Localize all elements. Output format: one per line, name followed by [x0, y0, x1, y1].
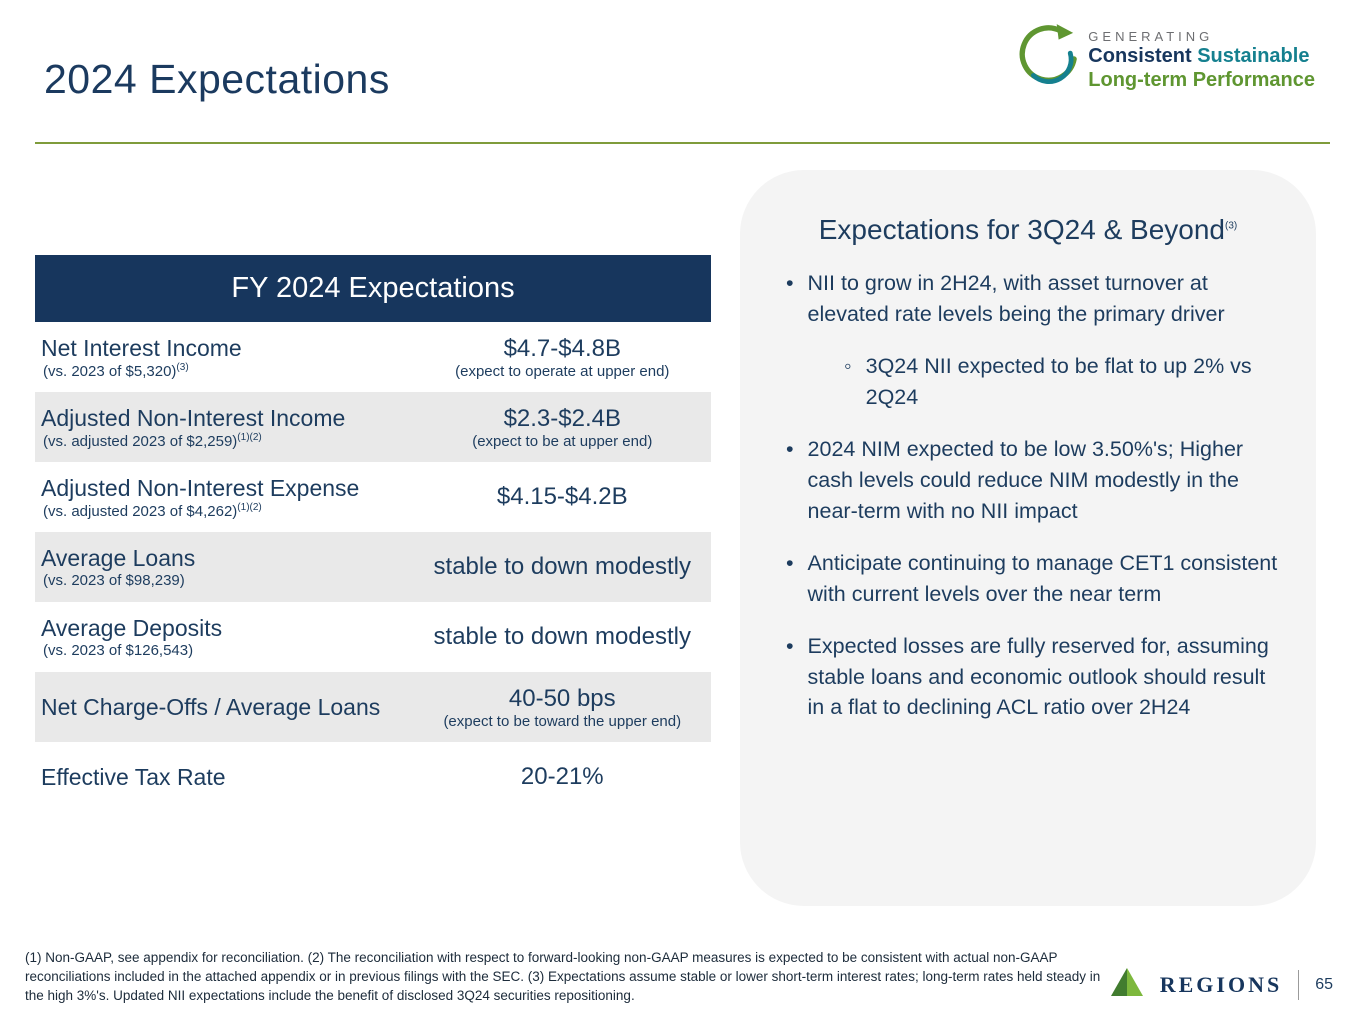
- row-value-cell: stable to down modestly: [414, 623, 711, 651]
- row-sub-text: (vs. adjusted 2023 of $2,259): [43, 432, 238, 450]
- row-value-cell: 40-50 bps (expect to be toward the upper…: [414, 685, 711, 730]
- table-row: Effective Tax Rate 20-21%: [35, 742, 711, 812]
- row-value: $4.7-$4.8B: [503, 334, 621, 362]
- row-sub-text: (vs. 2023 of $98,239): [43, 572, 185, 589]
- row-value-cell: $2.3-$2.4B (expect to be at upper end): [414, 405, 711, 450]
- brand-line-performance: Long-term Performance: [1088, 69, 1315, 92]
- row-label-cell: Adjusted Non-Interest Income (vs. adjust…: [35, 405, 414, 450]
- row-value: stable to down modestly: [433, 553, 692, 580]
- bullet-text: 3Q24 NII expected to be flat to up 2% vs…: [865, 353, 1252, 409]
- fy-expectations-table: FY 2024 Expectations Net Interest Income…: [35, 255, 711, 812]
- swirl-arrow-icon: [1016, 24, 1078, 97]
- row-label: Average Loans: [41, 545, 196, 571]
- bullet-icon: •: [786, 271, 794, 295]
- row-sublabel: (vs. 2023 of $126,543): [41, 642, 414, 659]
- regions-pyramid-icon: [1110, 967, 1144, 1002]
- row-value: 20-21%: [520, 763, 604, 790]
- bullet-item: • 2024 NIM expected to be low 3.50%'s; H…: [786, 434, 1278, 527]
- row-value-note: (expect to operate at upper end): [455, 362, 670, 380]
- top-brand-lockup: GENERATING Consistent Sustainable Long-t…: [1016, 24, 1315, 97]
- bullet-icon: •: [786, 550, 794, 575]
- brand-word-sustainable: Sustainable: [1197, 45, 1310, 68]
- row-label-cell: Net Interest Income (vs. 2023 of $5,320)…: [35, 335, 414, 380]
- brand-word-consistent: Consistent: [1088, 45, 1192, 68]
- row-label: Net Charge-Offs / Average Loans: [41, 693, 381, 720]
- row-sub-superscript: (1)(2): [237, 431, 262, 443]
- row-label-cell: Effective Tax Rate: [35, 764, 414, 791]
- table-row: Net Charge-Offs / Average Loans 40-50 bp…: [35, 672, 711, 742]
- row-value-cell: $4.15-$4.2B: [414, 483, 711, 511]
- row-label: Net Interest Income: [41, 334, 242, 361]
- row-label: Adjusted Non-Interest Expense: [41, 474, 360, 501]
- footer-divider: [1298, 969, 1300, 1000]
- table-row: Net Interest Income (vs. 2023 of $5,320)…: [35, 322, 711, 392]
- page-title: 2024 Expectations: [44, 56, 390, 102]
- bullet-text: Anticipate continuing to manage CET1 con…: [807, 550, 1278, 606]
- bullet-text: Expected losses are fully reserved for, …: [807, 633, 1269, 720]
- panel-title-superscript: (3): [1225, 220, 1238, 232]
- row-value: 40-50 bps: [508, 684, 616, 712]
- bullet-item: • Expected losses are fully reserved for…: [786, 631, 1278, 724]
- table-row: Adjusted Non-Interest Income (vs. adjust…: [35, 392, 711, 462]
- brand-line-generating: GENERATING: [1088, 28, 1214, 44]
- table-row: Adjusted Non-Interest Expense (vs. adjus…: [35, 462, 711, 532]
- expectations-panel: Expectations for 3Q24 & Beyond(3) • NII …: [740, 170, 1316, 906]
- row-value: stable to down modestly: [433, 623, 692, 650]
- row-value-cell: $4.7-$4.8B (expect to operate at upper e…: [414, 335, 711, 380]
- row-label-cell: Adjusted Non-Interest Expense (vs. adjus…: [35, 475, 414, 520]
- sub-bullet-item: ◦ 3Q24 NII expected to be flat to up 2% …: [844, 351, 1278, 413]
- row-value-note: (expect to be toward the upper end): [443, 712, 682, 730]
- bullet-item: • Anticipate continuing to manage CET1 c…: [786, 548, 1278, 610]
- title-divider: [35, 142, 1330, 144]
- row-label-cell: Average Deposits (vs. 2023 of $126,543): [35, 615, 414, 659]
- panel-title-text: Expectations for 3Q24 & Beyond: [818, 214, 1225, 245]
- row-sub-superscript: (3): [176, 361, 189, 373]
- table-row: Average Loans (vs. 2023 of $98,239) stab…: [35, 532, 711, 602]
- row-label: Effective Tax Rate: [41, 763, 226, 790]
- bullet-text: 2024 NIM expected to be low 3.50%'s; Hig…: [807, 436, 1244, 523]
- table-row: Average Deposits (vs. 2023 of $126,543) …: [35, 602, 711, 672]
- row-sublabel: (vs. 2023 of $5,320)(3): [41, 362, 414, 380]
- page-number: 65: [1315, 975, 1333, 993]
- row-label-cell: Net Charge-Offs / Average Loans: [35, 694, 414, 721]
- row-label-cell: Average Loans (vs. 2023 of $98,239): [35, 545, 414, 589]
- table-header: FY 2024 Expectations: [35, 255, 711, 322]
- bullet-text: NII to grow in 2H24, with asset turnover…: [807, 271, 1225, 326]
- row-sublabel: (vs. adjusted 2023 of $4,262)(1)(2): [41, 502, 414, 520]
- row-value-cell: stable to down modestly: [414, 553, 711, 581]
- row-label: Adjusted Non-Interest Income: [41, 404, 346, 431]
- row-sub-text: (vs. 2023 of $126,543): [43, 642, 194, 659]
- row-sub-text: (vs. 2023 of $5,320): [43, 362, 177, 380]
- row-value-note: (expect to be at upper end): [472, 432, 653, 450]
- regions-wordmark: REGIONS: [1159, 971, 1283, 997]
- panel-bullet-list: • NII to grow in 2H24, with asset turnov…: [786, 268, 1278, 723]
- footnote: (1) Non-GAAP, see appendix for reconcili…: [25, 950, 1101, 1004]
- row-value: $4.15-$4.2B: [496, 483, 628, 510]
- bullet-icon: •: [786, 436, 794, 461]
- row-value: $2.3-$2.4B: [503, 404, 621, 432]
- row-sub-superscript: (1)(2): [237, 501, 262, 513]
- brand-line-consistent-sustainable: Consistent Sustainable: [1088, 44, 1315, 68]
- row-value-cell: 20-21%: [414, 763, 711, 791]
- sub-bullet-icon: ◦: [844, 353, 852, 378]
- row-sublabel: (vs. adjusted 2023 of $2,259)(1)(2): [41, 432, 414, 450]
- row-label: Average Deposits: [41, 615, 223, 641]
- bullet-item: • NII to grow in 2H24, with asset turnov…: [786, 268, 1278, 330]
- row-sublabel: (vs. 2023 of $98,239): [41, 572, 414, 589]
- bullet-icon: •: [786, 633, 794, 658]
- panel-title: Expectations for 3Q24 & Beyond(3): [740, 214, 1316, 246]
- brand-text: GENERATING Consistent Sustainable Long-t…: [1088, 29, 1315, 93]
- footer-brand: REGIONS 65: [1110, 967, 1333, 1002]
- row-sub-text: (vs. adjusted 2023 of $4,262): [43, 502, 238, 520]
